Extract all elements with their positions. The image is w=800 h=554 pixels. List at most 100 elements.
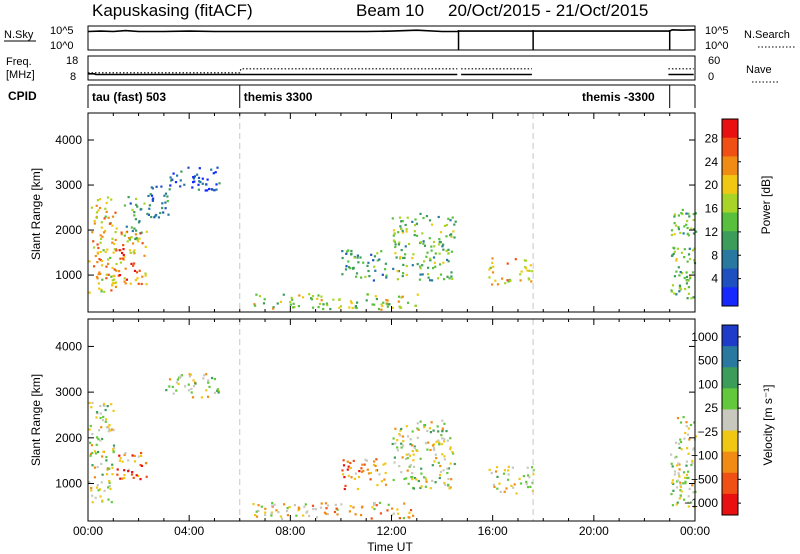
colorbar-swatch [722,249,738,270]
range-cell [282,293,285,296]
range-cell [416,422,419,425]
range-cell [673,233,676,236]
range-cell [685,212,688,215]
range-cell [395,256,398,259]
range-cell [148,204,151,207]
range-cell [433,245,436,248]
colorbar-swatch [722,367,738,389]
range-cell [131,471,134,474]
range-cell [442,469,445,472]
range-cell [685,460,688,463]
range-cell [443,481,446,485]
range-cell [452,230,455,233]
colorbar-swatch [722,156,738,176]
range-cell [674,224,678,227]
range-cell [411,472,414,475]
range-cell [687,470,690,473]
range-cell [376,484,379,487]
range-cell [137,282,140,285]
range-cell [685,473,688,476]
range-cell [439,464,442,468]
range-cell [393,456,396,459]
range-cell [453,223,456,226]
range-cell [102,402,106,405]
range-cell [166,200,169,203]
range-cell [431,444,435,447]
range-cell [673,222,676,225]
range-cell [434,265,437,268]
range-cell [107,258,110,261]
range-cell [374,295,377,298]
range-cell [100,288,103,291]
range-cell [89,454,92,457]
range-cell [488,268,491,271]
colorbar-tick-label: 25 [705,401,719,415]
colorbar-tick-label: −1000 [684,496,718,510]
range-cell [147,194,150,198]
range-cell [355,275,358,278]
x-tick-label: 16:00 [478,524,508,538]
range-cell [398,465,401,468]
range-cell [672,246,675,249]
range-cell [326,513,329,516]
range-cell [178,376,182,379]
range-cell [692,491,695,494]
range-cell [447,467,451,470]
range-cell [491,261,494,264]
range-cell [412,459,415,462]
range-cell [437,215,440,219]
range-cell [169,184,172,187]
range-cell [374,464,377,467]
range-cell [123,469,126,472]
range-cell [105,277,108,280]
range-cell [292,306,295,309]
range-cell [174,181,178,184]
range-cell [96,277,99,280]
range-cell [360,276,363,279]
range-cell [425,255,428,258]
x-tick-label: 00:00 [680,524,710,538]
range-cell [375,297,378,301]
range-cell [681,272,684,275]
range-cell [670,462,673,465]
range-cell [368,275,371,278]
range-cell [438,243,441,246]
range-cell [400,296,403,299]
range-cell [430,421,433,424]
range-cell [354,305,357,308]
range-cell [144,461,148,465]
range-cell [134,233,137,236]
range-cell [375,504,378,507]
range-cell [107,425,110,428]
range-cell [438,476,441,480]
range-cell [397,231,400,234]
range-cell [400,442,403,445]
nsky-tick-bottom: 10^0 [50,40,74,52]
range-cell [394,245,397,249]
range-cell [413,465,416,468]
range-cell [92,240,95,243]
range-cell [93,265,96,268]
range-cell [172,392,175,395]
range-cell [695,435,698,438]
range-cell [341,469,344,472]
range-cell [100,481,103,484]
range-cell [695,230,698,233]
range-cell [684,431,687,435]
range-cell [439,470,442,473]
range-cell [488,276,491,279]
range-cell [447,477,450,480]
range-cell [161,202,164,205]
range-cell [510,484,513,487]
range-cell [123,477,126,480]
range-cell [490,472,493,475]
range-cell [105,455,108,459]
range-cell [423,260,426,263]
range-cell [90,406,93,409]
range-cell [438,238,441,241]
range-cell [447,217,450,220]
range-cell [99,416,102,420]
range-cell [491,271,495,274]
range-cell [677,226,680,229]
